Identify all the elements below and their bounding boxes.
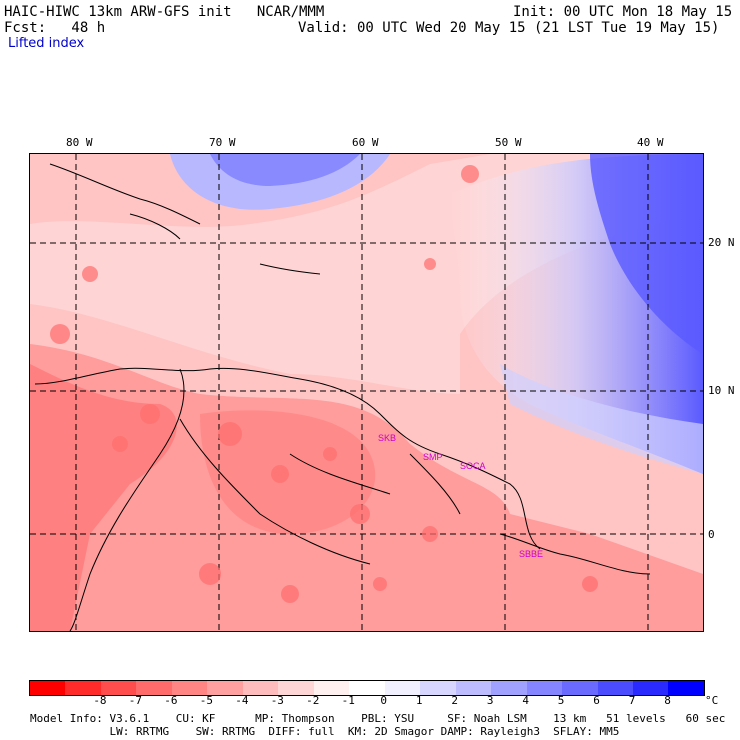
colorbar-swatch bbox=[207, 681, 243, 695]
lat-label-20n: 20 N bbox=[708, 236, 735, 249]
colorbar-swatch bbox=[171, 681, 208, 695]
colorbar-swatch bbox=[491, 681, 527, 695]
lat-label-10n: 10 N bbox=[708, 384, 735, 397]
colorbar-swatch bbox=[100, 681, 137, 695]
colorbar-tick-label: 8 bbox=[664, 694, 671, 707]
colorbar-swatch bbox=[455, 681, 492, 695]
init-time: Init: 00 UTC Mon 18 May 15 bbox=[513, 4, 733, 20]
colorbar-ticks: -8 -7 -6 -5 -4 -3 -2 -1 0 1 2 3 4 5 6 7 8 bbox=[29, 694, 703, 710]
colorbar-tick-label: 0 bbox=[380, 694, 388, 707]
colorbar-swatch bbox=[136, 681, 172, 695]
lon-label-70w: 70 W bbox=[209, 136, 236, 149]
colorbar-swatch bbox=[597, 681, 633, 695]
colorbar-swatch bbox=[313, 681, 350, 695]
colorbar-tick-label: -4 bbox=[235, 694, 249, 707]
lon-label-40w: 40 W bbox=[637, 136, 664, 149]
warm-region-west bbox=[30, 364, 177, 631]
colorbar-tick-label: -8 bbox=[93, 694, 107, 707]
model-info-line2: LW: RRTMG SW: RRTMG DIFF: full KM: 2D Sm… bbox=[30, 725, 620, 738]
colorbar-swatch bbox=[526, 681, 563, 695]
map-field-svg: SKB SMP SOCA SBBE bbox=[30, 154, 703, 631]
model-info-line1: Model Info: V3.6.1 CU: KF MP: Thompson P… bbox=[30, 712, 726, 725]
colorbar-tick-label: -5 bbox=[199, 694, 213, 707]
lon-label-80w: 80 W bbox=[66, 136, 93, 149]
colorbar-tick-label: 3 bbox=[486, 694, 494, 707]
colorbar bbox=[29, 680, 705, 696]
colorbar-tick-label: 2 bbox=[451, 694, 458, 707]
station-label-skb: SKB bbox=[378, 433, 396, 443]
colorbar-swatch bbox=[668, 681, 704, 695]
stable-core-north bbox=[210, 154, 360, 186]
colorbar-tick-label: -3 bbox=[270, 694, 284, 707]
graticule bbox=[30, 154, 703, 631]
forecast-hour: Fcst: 48 h bbox=[4, 20, 106, 36]
colorbar-tick-label: -6 bbox=[164, 694, 178, 707]
lifted-index-map: SKB SMP SOCA SBBE bbox=[29, 153, 704, 632]
colorbar-swatch bbox=[65, 681, 101, 695]
convective-cells bbox=[50, 165, 598, 603]
colorbar-unit: °C bbox=[705, 694, 719, 707]
colorbar-swatch bbox=[30, 681, 66, 695]
station-label-soca: SOCA bbox=[460, 461, 486, 471]
colorbar-tick-label: 6 bbox=[593, 694, 600, 707]
colorbar-swatch bbox=[632, 681, 669, 695]
colorbar-tick-label: -7 bbox=[128, 694, 143, 707]
coastlines bbox=[34, 163, 651, 631]
colorbar-tick-label: -2 bbox=[306, 694, 320, 707]
station-label-sbbe: SBBE bbox=[519, 549, 543, 559]
colorbar-swatch bbox=[562, 681, 598, 695]
colorbar-tick-label: -1 bbox=[341, 694, 355, 707]
station-label-smp: SMP bbox=[423, 452, 443, 462]
colorbar-tick-label: 5 bbox=[557, 694, 565, 707]
colorbar-swatch bbox=[384, 681, 421, 695]
colorbar-swatch bbox=[420, 681, 456, 695]
model-title: HAIC-HIWC 13km ARW-GFS init NCAR/MMM bbox=[4, 4, 325, 20]
valid-time: Valid: 00 UTC Wed 20 May 15 (21 LST Tue … bbox=[298, 20, 720, 36]
colorbar-swatch bbox=[349, 681, 385, 695]
colorbar-swatch bbox=[242, 681, 279, 695]
lat-label-0: 0 bbox=[708, 528, 715, 541]
lon-label-50w: 50 W bbox=[495, 136, 522, 149]
field-name: Lifted index bbox=[8, 36, 85, 51]
lon-label-60w: 60 W bbox=[352, 136, 379, 149]
colorbar-swatch bbox=[278, 681, 314, 695]
colorbar-tick-label: 4 bbox=[522, 694, 529, 707]
colorbar-tick-label: 7 bbox=[628, 694, 636, 707]
colorbar-tick-label: 1 bbox=[415, 694, 423, 707]
stable-core-east bbox=[590, 154, 703, 354]
